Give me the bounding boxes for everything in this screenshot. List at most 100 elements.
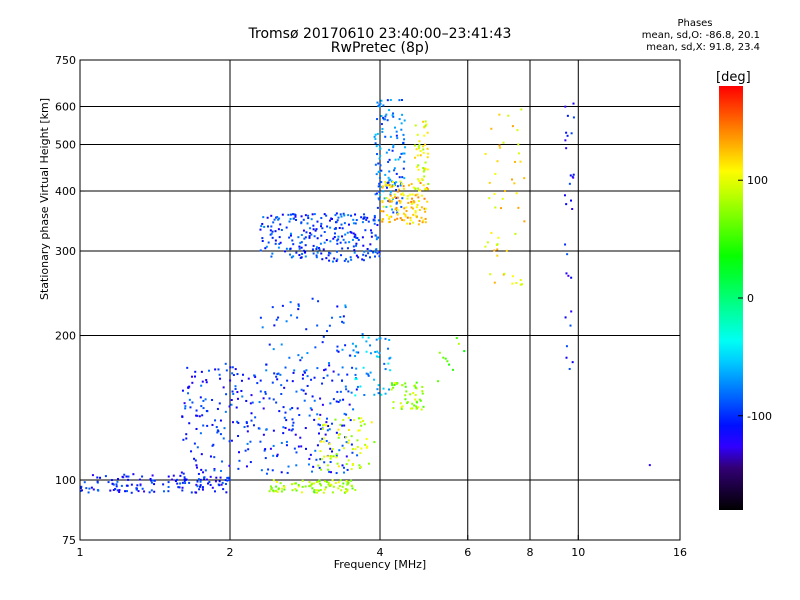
data-point xyxy=(117,477,120,480)
data-point xyxy=(444,357,447,360)
data-point xyxy=(282,426,285,429)
data-point xyxy=(355,254,358,257)
data-point xyxy=(402,194,405,197)
data-point xyxy=(341,485,344,488)
data-point xyxy=(124,490,127,493)
data-point xyxy=(320,217,323,220)
data-point xyxy=(87,491,90,494)
data-point xyxy=(392,146,395,149)
data-point xyxy=(424,143,427,146)
data-point xyxy=(332,260,335,263)
data-point xyxy=(384,368,387,371)
data-point xyxy=(323,369,326,372)
data-point xyxy=(648,464,651,467)
data-point xyxy=(410,206,413,209)
data-point xyxy=(333,236,336,239)
data-point xyxy=(355,367,358,370)
data-point xyxy=(393,383,396,386)
data-point xyxy=(379,164,382,167)
data-point xyxy=(302,218,305,221)
data-point xyxy=(426,147,429,150)
data-point xyxy=(270,255,273,258)
data-point xyxy=(374,251,377,254)
data-point xyxy=(388,148,391,151)
data-point xyxy=(381,130,384,133)
data-point xyxy=(303,371,306,374)
data-point xyxy=(341,235,344,238)
data-point xyxy=(80,485,83,488)
data-point xyxy=(216,431,219,434)
data-point xyxy=(243,426,246,429)
data-point xyxy=(127,478,130,481)
data-point xyxy=(271,306,274,309)
data-point xyxy=(511,125,514,128)
data-point xyxy=(272,444,275,447)
data-point xyxy=(125,475,128,478)
data-point xyxy=(455,337,458,340)
data-point xyxy=(308,236,311,239)
data-point xyxy=(176,482,179,485)
data-point xyxy=(569,324,572,327)
data-point xyxy=(365,340,368,343)
data-point xyxy=(361,336,364,339)
data-point xyxy=(322,440,325,443)
data-point xyxy=(336,219,339,222)
data-point xyxy=(298,414,301,417)
data-point xyxy=(115,485,118,488)
data-point xyxy=(320,222,323,225)
data-point xyxy=(373,222,376,225)
data-point xyxy=(396,196,399,199)
data-point xyxy=(457,342,460,345)
data-point xyxy=(340,489,343,492)
data-point xyxy=(392,407,395,410)
data-point xyxy=(120,484,123,487)
data-point xyxy=(277,316,280,319)
data-point xyxy=(399,217,402,220)
data-point xyxy=(213,490,216,493)
data-point xyxy=(409,393,412,396)
data-point xyxy=(373,378,376,381)
data-point xyxy=(302,229,305,232)
data-point xyxy=(426,168,429,171)
data-point xyxy=(342,466,345,469)
data-point xyxy=(418,180,421,183)
data-point xyxy=(162,490,165,493)
data-point xyxy=(170,478,173,481)
data-point xyxy=(358,464,361,467)
data-point xyxy=(361,221,364,224)
data-point xyxy=(402,141,405,144)
data-point xyxy=(424,120,427,123)
data-point xyxy=(359,385,362,388)
data-point xyxy=(418,143,421,146)
data-point xyxy=(281,304,284,307)
data-point xyxy=(230,439,233,442)
data-point xyxy=(274,242,277,245)
data-point xyxy=(425,188,428,191)
data-point xyxy=(262,397,265,400)
data-point xyxy=(374,249,377,252)
data-point xyxy=(223,427,226,430)
data-point xyxy=(315,246,318,249)
data-point xyxy=(403,187,406,190)
data-point xyxy=(96,489,99,492)
data-point xyxy=(289,408,292,411)
data-point xyxy=(404,398,407,401)
data-point xyxy=(378,103,381,106)
data-point xyxy=(259,316,262,319)
data-point xyxy=(292,371,295,374)
data-point xyxy=(346,247,349,250)
data-point xyxy=(375,238,378,241)
data-point xyxy=(199,478,202,481)
data-point xyxy=(314,346,317,349)
data-point xyxy=(399,156,402,159)
data-point xyxy=(503,190,506,193)
data-point xyxy=(411,407,414,410)
data-point xyxy=(236,391,239,394)
data-point xyxy=(202,407,205,410)
data-point xyxy=(421,221,424,224)
data-point xyxy=(174,480,177,483)
data-point xyxy=(383,362,386,365)
data-point xyxy=(566,253,569,256)
data-point xyxy=(232,392,235,395)
data-point xyxy=(284,250,287,253)
